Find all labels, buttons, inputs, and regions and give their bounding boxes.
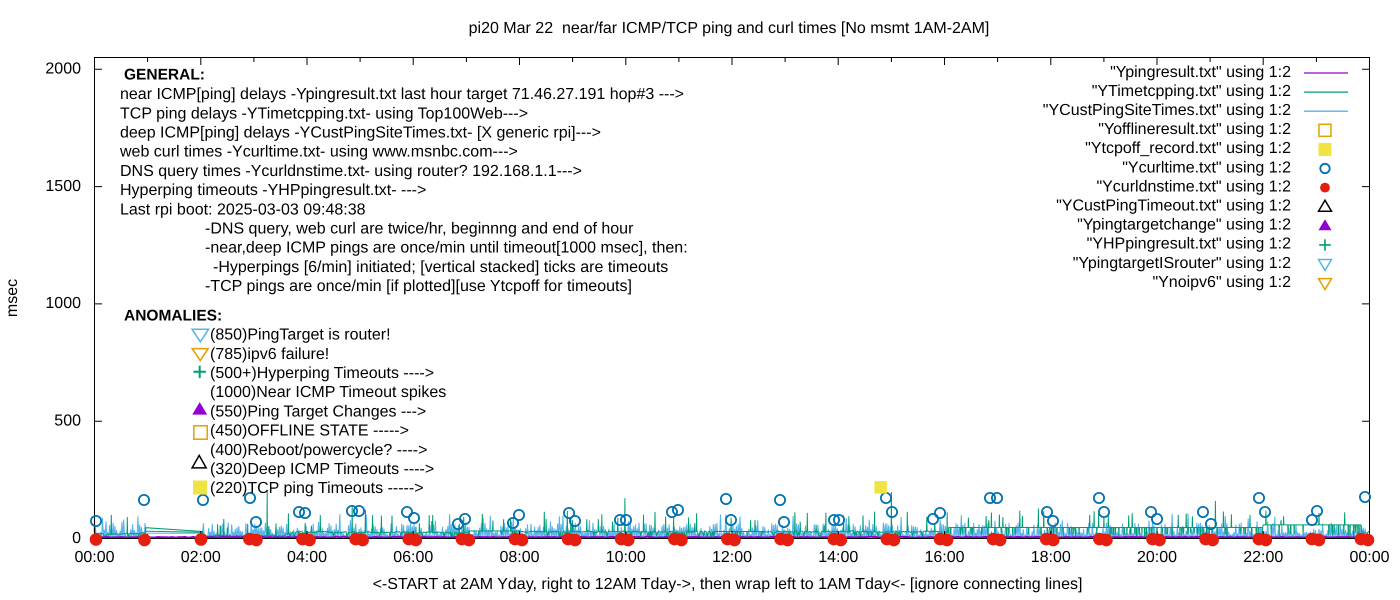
svg-text:msec: msec — [4, 279, 21, 317]
svg-text:near ICMP[ping] delays -Ypingr: near ICMP[ping] delays -Ypingresult.txt … — [120, 86, 684, 103]
svg-text:<-START at 2AM Yday, right to: <-START at 2AM Yday, right to 12AM Tday-… — [373, 576, 1083, 593]
svg-text:"YTimetcpping.txt" using 1:2: "YTimetcpping.txt" using 1:2 — [1092, 83, 1291, 100]
svg-text:Last rpi boot: 2025-03-03 09:4: Last rpi boot: 2025-03-03 09:48:38 — [120, 201, 366, 218]
svg-text:Hyperping timeouts -YHPpingres: Hyperping timeouts -YHPpingresult.txt- -… — [120, 182, 426, 199]
svg-text:"Ypingresult.txt" using 1:2: "Ypingresult.txt" using 1:2 — [1110, 64, 1291, 81]
svg-text:00:00: 00:00 — [1349, 549, 1389, 566]
svg-text:-DNS query, web curl are twice: -DNS query, web curl are twice/hr, begin… — [205, 221, 634, 238]
svg-text:1000: 1000 — [45, 295, 81, 312]
svg-text:"YCustPingSiteTimes.txt" using: "YCustPingSiteTimes.txt" using 1:2 — [1043, 102, 1291, 119]
svg-text:08:00: 08:00 — [499, 549, 539, 566]
svg-text:GENERAL:: GENERAL: — [124, 66, 205, 83]
svg-text:(1000)Near ICMP Timeout spikes: (1000)Near ICMP Timeout spikes — [210, 384, 446, 401]
svg-text:(500+)Hyperping Timeouts ---->: (500+)Hyperping Timeouts ----> — [210, 365, 434, 382]
svg-text:(320)Deep ICMP Timeouts ---->: (320)Deep ICMP Timeouts ----> — [210, 461, 434, 478]
svg-text:18:00: 18:00 — [1031, 549, 1071, 566]
svg-text:ANOMALIES:: ANOMALIES: — [124, 307, 222, 324]
svg-text:"YHPpingresult.txt" using 1:2: "YHPpingresult.txt" using 1:2 — [1087, 236, 1291, 253]
svg-text:20:00: 20:00 — [1137, 549, 1177, 566]
svg-text:"Ycurltime.txt" using 1:2: "Ycurltime.txt" using 1:2 — [1122, 159, 1291, 176]
svg-text:(850)PingTarget is router!: (850)PingTarget is router! — [210, 327, 391, 344]
svg-text:(550)Ping Target Changes --->: (550)Ping Target Changes ---> — [210, 403, 426, 420]
svg-text:"Ytcpoff_record.txt" using 1:2: "Ytcpoff_record.txt" using 1:2 — [1085, 140, 1291, 157]
svg-text:500: 500 — [54, 413, 81, 430]
svg-text:DNS query times -Ycurldnstime.: DNS query times -Ycurldnstime.txt- using… — [120, 163, 582, 180]
svg-text:2000: 2000 — [45, 61, 81, 78]
svg-text:0: 0 — [72, 530, 81, 547]
svg-text:"Ynoipv6" using 1:2: "Ynoipv6" using 1:2 — [1152, 274, 1291, 291]
svg-text:(450)OFFLINE STATE ----->: (450)OFFLINE STATE -----> — [210, 423, 409, 440]
svg-text:22:00: 22:00 — [1243, 549, 1283, 566]
svg-text:06:00: 06:00 — [393, 549, 433, 566]
svg-text:"Ycurldnstime.txt" using 1:2: "Ycurldnstime.txt" using 1:2 — [1096, 178, 1291, 195]
svg-text:-near,deep ICMP pings are once: -near,deep ICMP pings are once/min until… — [205, 240, 688, 257]
svg-text:-Hyperpings [6/min] initiated;: -Hyperpings [6/min] initiated; [vertical… — [213, 259, 668, 276]
svg-text:14:00: 14:00 — [818, 549, 858, 566]
svg-text:00:00: 00:00 — [74, 549, 114, 566]
svg-text:TCP ping delays -YTimetcpping.: TCP ping delays -YTimetcpping.txt- using… — [120, 105, 528, 122]
svg-text:deep ICMP[ping] delays -YCustP: deep ICMP[ping] delays -YCustPingSiteTim… — [120, 125, 601, 142]
svg-text:pi20 Mar 22 near/far ICMP/TCP: pi20 Mar 22 near/far ICMP/TCP ping and c… — [469, 20, 990, 37]
svg-text:16:00: 16:00 — [924, 549, 964, 566]
svg-text:04:00: 04:00 — [287, 549, 327, 566]
svg-text:10:00: 10:00 — [606, 549, 646, 566]
svg-text:"Ypingtargetchange" using 1:2: "Ypingtargetchange" using 1:2 — [1077, 217, 1291, 234]
svg-text:12:00: 12:00 — [712, 549, 752, 566]
svg-text:(400)Reboot/powercycle? ---->: (400)Reboot/powercycle? ----> — [210, 442, 427, 459]
svg-text:-TCP pings are once/min [if pl: -TCP pings are once/min [if plotted][use… — [205, 278, 632, 295]
svg-text:"Yofflineresult.txt" using 1:2: "Yofflineresult.txt" using 1:2 — [1098, 121, 1291, 138]
svg-text:"YpingtargetISrouter" using 1:: "YpingtargetISrouter" using 1:2 — [1073, 255, 1291, 272]
svg-text:02:00: 02:00 — [181, 549, 221, 566]
svg-text:1500: 1500 — [45, 178, 81, 195]
svg-text:(220)TCP ping Timeouts ----->: (220)TCP ping Timeouts -----> — [210, 480, 424, 497]
svg-text:web curl times -Ycurltime.txt-: web curl times -Ycurltime.txt- using www… — [119, 144, 518, 161]
svg-text:(785)ipv6 failure!: (785)ipv6 failure! — [210, 346, 329, 363]
svg-text:"YCustPingTimeout.txt" using 1: "YCustPingTimeout.txt" using 1:2 — [1056, 198, 1291, 215]
